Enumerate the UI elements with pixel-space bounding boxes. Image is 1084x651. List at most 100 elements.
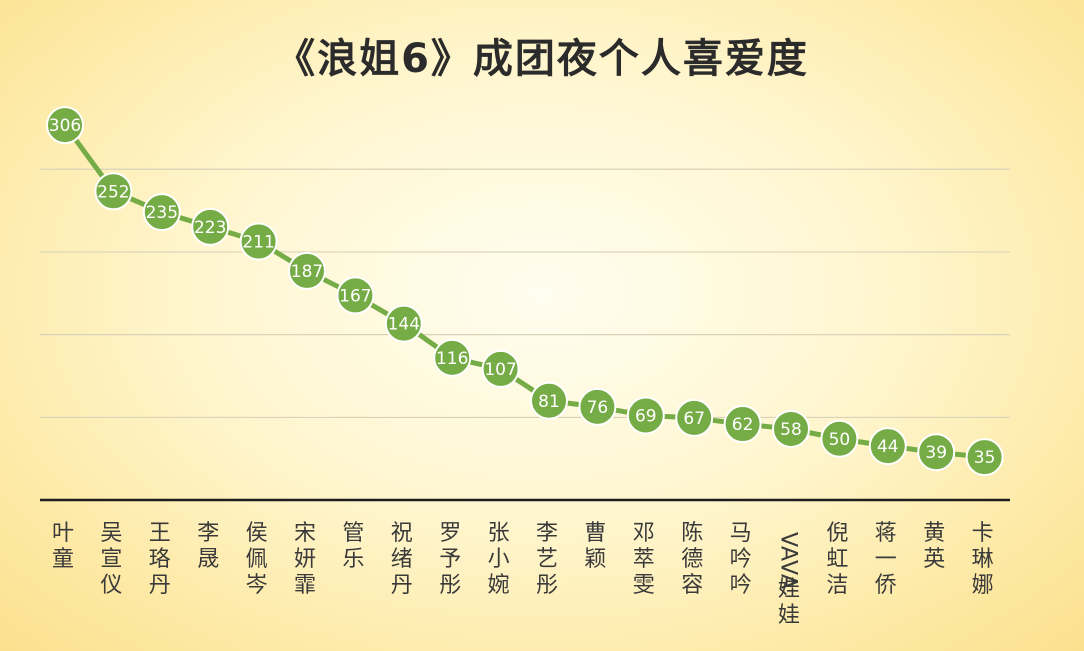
data-label: 223 (194, 218, 226, 238)
svg-text:张: 张 (488, 521, 510, 546)
x-tick-label: 李艺彤 (536, 521, 558, 598)
svg-text:马: 马 (730, 521, 752, 546)
data-label: 35 (974, 448, 996, 468)
svg-text:吟: 吟 (730, 573, 752, 598)
data-point (336, 276, 375, 315)
data-label: 76 (587, 398, 609, 418)
svg-text:邓: 邓 (633, 521, 655, 546)
svg-text:宋: 宋 (294, 521, 316, 546)
svg-text:侨: 侨 (875, 573, 897, 598)
svg-text:虹: 虹 (826, 547, 848, 572)
data-label: 167 (339, 286, 371, 306)
x-tick-label: 吴宣仪 (100, 521, 122, 598)
svg-text:珞: 珞 (149, 547, 171, 572)
data-label: 44 (877, 437, 899, 457)
data-label: 67 (683, 409, 705, 429)
x-tick-label: 罗予彤 (439, 521, 461, 598)
svg-text:晟: 晟 (197, 547, 219, 572)
svg-text:王: 王 (149, 521, 171, 546)
svg-text:卡: 卡 (972, 521, 994, 546)
data-point (917, 433, 956, 472)
svg-text:雯: 雯 (633, 573, 655, 598)
svg-text:童: 童 (52, 547, 74, 572)
data-label: 235 (146, 203, 178, 223)
svg-text:叶: 叶 (52, 521, 74, 546)
svg-text:德: 德 (681, 547, 703, 572)
data-point (578, 387, 617, 426)
svg-text:黄: 黄 (923, 521, 945, 546)
x-tick-label: 陈德容 (681, 521, 703, 598)
svg-text:佩: 佩 (246, 547, 268, 572)
svg-text:吴: 吴 (100, 521, 122, 546)
svg-text:英: 英 (923, 547, 945, 572)
x-tick-label: 马吟吟 (730, 521, 752, 598)
data-point (965, 438, 1004, 477)
svg-text:丹: 丹 (391, 573, 413, 598)
data-point (433, 338, 472, 377)
svg-text:罗: 罗 (439, 521, 461, 546)
data-point (868, 427, 907, 466)
svg-text:A: A (775, 546, 800, 561)
data-point (384, 304, 423, 343)
svg-text:妍: 妍 (294, 547, 316, 572)
svg-text:陈: 陈 (681, 521, 703, 546)
x-tick-label: 倪虹洁 (826, 521, 848, 598)
svg-text:侯: 侯 (246, 521, 268, 546)
x-tick-label: 宋妍霏 (294, 521, 316, 598)
svg-text:V: V (775, 560, 800, 575)
svg-text:彤: 彤 (536, 573, 558, 598)
data-label: 50 (829, 430, 851, 450)
svg-text:仪: 仪 (100, 573, 122, 598)
data-label: 144 (388, 315, 420, 335)
data-label: 211 (242, 233, 274, 253)
x-tick-label: 蒋一侨 (875, 521, 897, 598)
svg-text:宣: 宣 (100, 547, 122, 572)
data-label: 252 (97, 182, 129, 202)
svg-text:容: 容 (681, 573, 703, 598)
data-label: 58 (780, 420, 802, 440)
data-label: 62 (732, 415, 754, 435)
svg-text:倪: 倪 (826, 521, 848, 546)
svg-text:蒋: 蒋 (875, 521, 897, 546)
data-point (530, 381, 568, 420)
series-line (62, 122, 988, 460)
x-tick-label: 张小婉 (488, 521, 510, 598)
svg-text:娃: 娃 (778, 577, 800, 602)
data-label: 81 (538, 392, 560, 412)
svg-text:岑: 岑 (246, 573, 268, 598)
svg-text:A: A (775, 574, 800, 589)
chart-title: 《浪姐6》成团夜个人喜爱度 (275, 36, 809, 82)
data-point (481, 349, 520, 388)
data-label: 187 (291, 262, 323, 282)
svg-text:李: 李 (197, 521, 219, 546)
data-point (191, 207, 230, 246)
data-label: 116 (436, 349, 468, 369)
svg-text:V: V (775, 532, 800, 547)
data-point (142, 193, 181, 232)
svg-text:曹: 曹 (584, 521, 606, 546)
svg-text:乐: 乐 (342, 547, 364, 572)
data-point (288, 251, 326, 290)
data-point (94, 172, 133, 211)
x-tick-label: 祝绪丹 (391, 521, 413, 598)
x-tick-label: 黄英 (923, 521, 945, 572)
data-label: 69 (635, 406, 657, 426)
svg-text:祝: 祝 (391, 521, 413, 546)
data-label: 107 (484, 360, 516, 380)
data-label: 39 (925, 443, 947, 463)
data-point (626, 396, 665, 435)
data-point (723, 405, 762, 444)
x-tick-label: 管乐 (342, 521, 364, 572)
data-point (820, 419, 859, 458)
x-tick-label: 李晟 (197, 521, 219, 572)
svg-text:娃: 娃 (778, 603, 800, 628)
data-point (239, 222, 278, 261)
data-point (772, 409, 810, 448)
svg-text:彤: 彤 (439, 573, 461, 598)
svg-text:一: 一 (875, 547, 897, 572)
svg-text:管: 管 (342, 521, 364, 546)
svg-text:艺: 艺 (536, 547, 558, 572)
